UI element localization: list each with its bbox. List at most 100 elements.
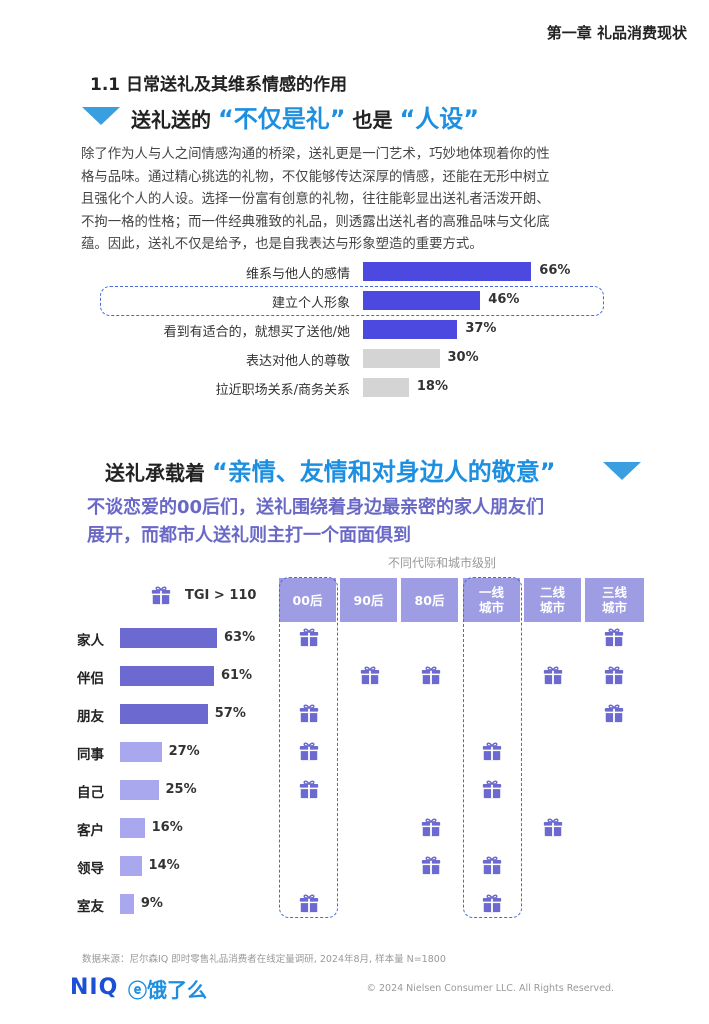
row-label: 朋友 — [77, 709, 104, 725]
gift-icon — [151, 586, 171, 605]
column-header-text: 三线 城市 — [602, 585, 627, 615]
gift-icon — [299, 742, 319, 761]
column-header-text: 90后 — [354, 593, 384, 608]
bar — [120, 742, 162, 762]
bar-value-label: 61% — [220, 668, 253, 683]
bar-value-label: 66% — [539, 263, 571, 278]
chapter-title: 第一章 礼品消费现状 — [546, 24, 687, 42]
group-header-title: 不同代际和城市级别 — [388, 556, 497, 570]
column-header-line: 城市 — [539, 600, 565, 615]
gift-icon — [482, 742, 502, 761]
gift-icon — [543, 666, 563, 685]
bar — [363, 378, 409, 397]
gift-icon — [482, 856, 502, 875]
bar — [120, 704, 208, 724]
row-label: 伴侣 — [77, 671, 104, 687]
gift-icon — [299, 704, 319, 723]
bar — [120, 818, 145, 838]
gift-icon — [482, 780, 502, 799]
bar — [120, 666, 214, 686]
column-header-text: 二线 城市 — [540, 585, 565, 615]
bar-label: 表达对他人的尊敬 — [245, 354, 350, 369]
column-header-text: 80后 — [415, 593, 445, 608]
column-header-line: 00后 — [292, 592, 323, 608]
bar-value-label: 46% — [488, 292, 520, 307]
column-header-line: 一线 — [478, 585, 504, 600]
column-header: 90后 — [340, 578, 397, 622]
bar-label: 拉近职场关系/商务关系 — [215, 383, 350, 398]
column-header-line: 90后 — [353, 592, 384, 608]
bar-value-label: 30% — [447, 350, 479, 365]
gift-icon — [604, 666, 624, 685]
bar — [120, 894, 134, 914]
niq-logo: NIQ — [70, 975, 119, 1000]
gift-icon — [360, 666, 380, 685]
source-note: 数据来源：尼尔森IQ 即时零售礼品消费者在线定量调研, 2024年8月, 样本量… — [82, 954, 446, 965]
headline-2-prefix: 送礼承载着 — [105, 461, 205, 485]
subheadline: 不谈恋爱的00后们，送礼围绕着身边最亲密的家人朋友们 展开，而都市人送礼则主打一… — [87, 494, 667, 550]
legend-label: TGI > 110 — [185, 588, 257, 603]
bar-value-label: 27% — [168, 744, 200, 759]
headline-2: 送礼承载着 “亲情、友情和对身边人的敬意” — [105, 452, 556, 487]
bar-value-label: 16% — [151, 820, 183, 835]
row-label: 客户 — [77, 823, 104, 839]
headline-1-highlight-2: “人设” — [399, 105, 479, 133]
gift-icon — [421, 856, 441, 875]
highlight-column-tier1 — [463, 577, 522, 918]
column-header: 二线 城市 — [524, 578, 581, 622]
bar — [363, 291, 481, 310]
bar-value-label: 9% — [140, 896, 163, 911]
triangle-down-icon — [603, 462, 641, 480]
highlight-column-00 — [279, 577, 338, 918]
subheadline-line: 不谈恋爱的00后们，送礼围绕着身边最亲密的家人朋友们 — [87, 497, 545, 518]
row-label: 自己 — [77, 785, 104, 801]
bar — [120, 628, 218, 648]
bar-value-label: 57% — [214, 706, 246, 721]
bar-label: 看到有适合的，就想买了送他/她 — [163, 325, 350, 340]
headline-1-middle: 也是 — [352, 108, 393, 132]
bar — [120, 780, 159, 800]
bar — [363, 262, 532, 281]
paragraph-line: 且强化个人的人设。选择一份富有创意的礼物，往往能彰显出送礼者活泼开朗、 — [81, 192, 550, 207]
column-header: 80后 — [401, 578, 458, 622]
bar — [120, 856, 142, 876]
bar-value-label: 25% — [165, 782, 197, 797]
column-header-line: 80后 — [414, 592, 445, 608]
bar-label: 建立个人形象 — [271, 296, 350, 311]
row-label: 同事 — [77, 747, 104, 763]
column-header: 三线 城市 — [585, 578, 644, 622]
row-label: 领导 — [77, 861, 104, 877]
headline-1: 送礼送的 “不仅是礼” 也是 “人设” — [131, 99, 479, 134]
paragraph-line: 蕴。因此，送礼不仅是给予，也是自我表达与形象塑造的重要方式。 — [81, 237, 483, 252]
highlight-box — [100, 286, 604, 316]
headline-1-highlight-1: “不仅是礼” — [217, 105, 346, 133]
bar-value-label: 37% — [465, 321, 497, 336]
bar-value-label: 63% — [224, 630, 256, 645]
gift-icon — [604, 628, 624, 647]
column-header-line: 三线 — [601, 585, 627, 600]
paragraph-line: 格与品味。通过精心挑选的礼物，不仅能够传达深厚的情感，还能在无形中树立 — [81, 169, 550, 185]
column-header-line: 城市 — [478, 600, 504, 615]
gift-icon — [421, 666, 441, 685]
gift-icon — [299, 628, 319, 647]
column-header-text: 00后 — [293, 593, 323, 608]
bar — [363, 320, 458, 339]
eleme-logo: ⓔ饿了么 — [128, 978, 208, 1002]
row-label: 室友 — [77, 899, 104, 915]
subheadline-line: 展开，而都市人送礼则主打一个面面俱到 — [87, 525, 411, 546]
intro-paragraph: 除了作为人与人之间情感沟通的桥梁，送礼更是一门艺术，巧妙地体现着你的性 格与品味… — [81, 144, 641, 257]
triangle-down-icon — [82, 107, 120, 125]
paragraph-line: 除了作为人与人之间情感沟通的桥梁，送礼更是一门艺术，巧妙地体现着你的性 — [81, 147, 550, 162]
gift-icon — [299, 780, 319, 799]
bar-value-label: 14% — [148, 858, 180, 873]
section-title: 1.1 日常送礼及其维系情感的作用 — [90, 75, 348, 95]
gift-icon — [604, 704, 624, 723]
gift-icon — [482, 894, 502, 913]
gift-icon — [543, 818, 563, 837]
column-header-line: 二线 — [539, 585, 565, 600]
bar-label: 维系与他人的感情 — [245, 267, 350, 282]
paragraph-line: 不拘一格的性格；而一件经典雅致的礼品，则透露出送礼者的高雅品味与文化底 — [81, 214, 550, 230]
gift-icon — [299, 894, 319, 913]
column-header-line: 城市 — [601, 600, 627, 615]
bar — [363, 349, 440, 368]
